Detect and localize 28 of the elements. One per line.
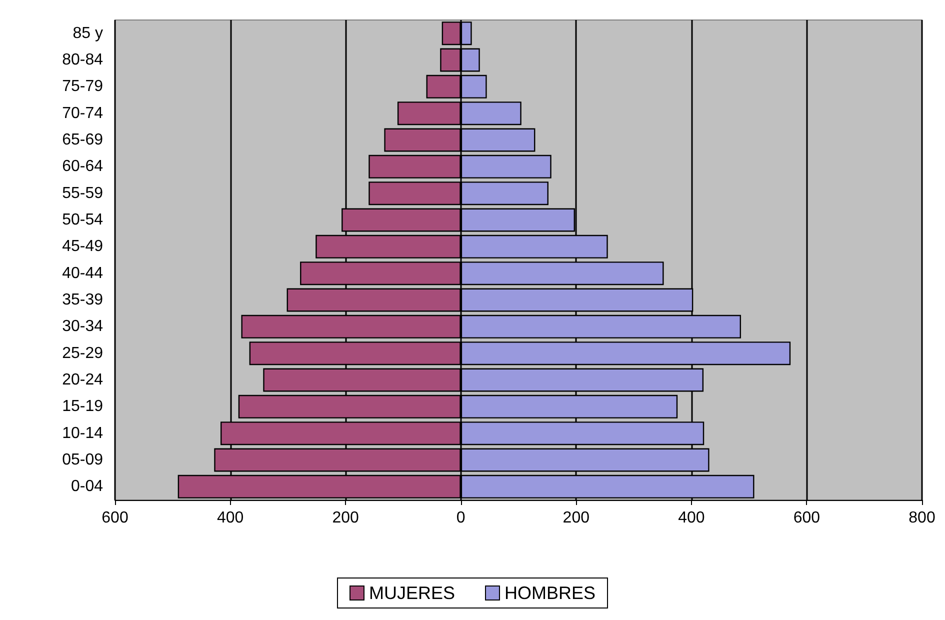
legend-label: MUJERES: [368, 583, 456, 603]
y-tick-label: 0-04: [70, 478, 104, 496]
x-tick-label: 600: [793, 510, 820, 526]
y-tick-label: 75-79: [62, 78, 104, 96]
x-tick-label: 400: [678, 510, 705, 526]
y-tick-label: 85 y: [72, 24, 103, 42]
x-tick-label: 200: [562, 510, 590, 526]
y-tick-label: 55-59: [62, 184, 104, 202]
y-tick-label: 80-84: [62, 52, 104, 68]
y-tick-label: 05-09: [62, 452, 104, 468]
y-tick-label: 30-34: [62, 318, 104, 336]
y-tick-label: 40-44: [62, 264, 104, 282]
y-tick-label: 25-29: [62, 344, 104, 362]
y-tick-label: 45-49: [62, 238, 104, 256]
y-tick-label: 15-19: [62, 398, 104, 416]
x-tick-label: 600: [102, 510, 128, 526]
y-tick-label: 20-24: [62, 372, 104, 388]
y-tick-label: 50-54: [62, 212, 104, 228]
y-tick-label: 60-64: [62, 158, 104, 176]
x-tick-label: 800: [908, 510, 936, 526]
y-tick-label: 65-69: [62, 132, 104, 148]
y-tick-label: 35-39: [62, 292, 104, 308]
y-tick-label: 70-74: [62, 104, 104, 122]
x-tick-label: 400: [216, 510, 244, 526]
legend-label: HOMBRES: [504, 583, 596, 603]
x-tick-label: 0: [456, 510, 466, 526]
x-tick-label: 200: [332, 510, 360, 526]
y-tick-label: 10-14: [62, 424, 104, 442]
